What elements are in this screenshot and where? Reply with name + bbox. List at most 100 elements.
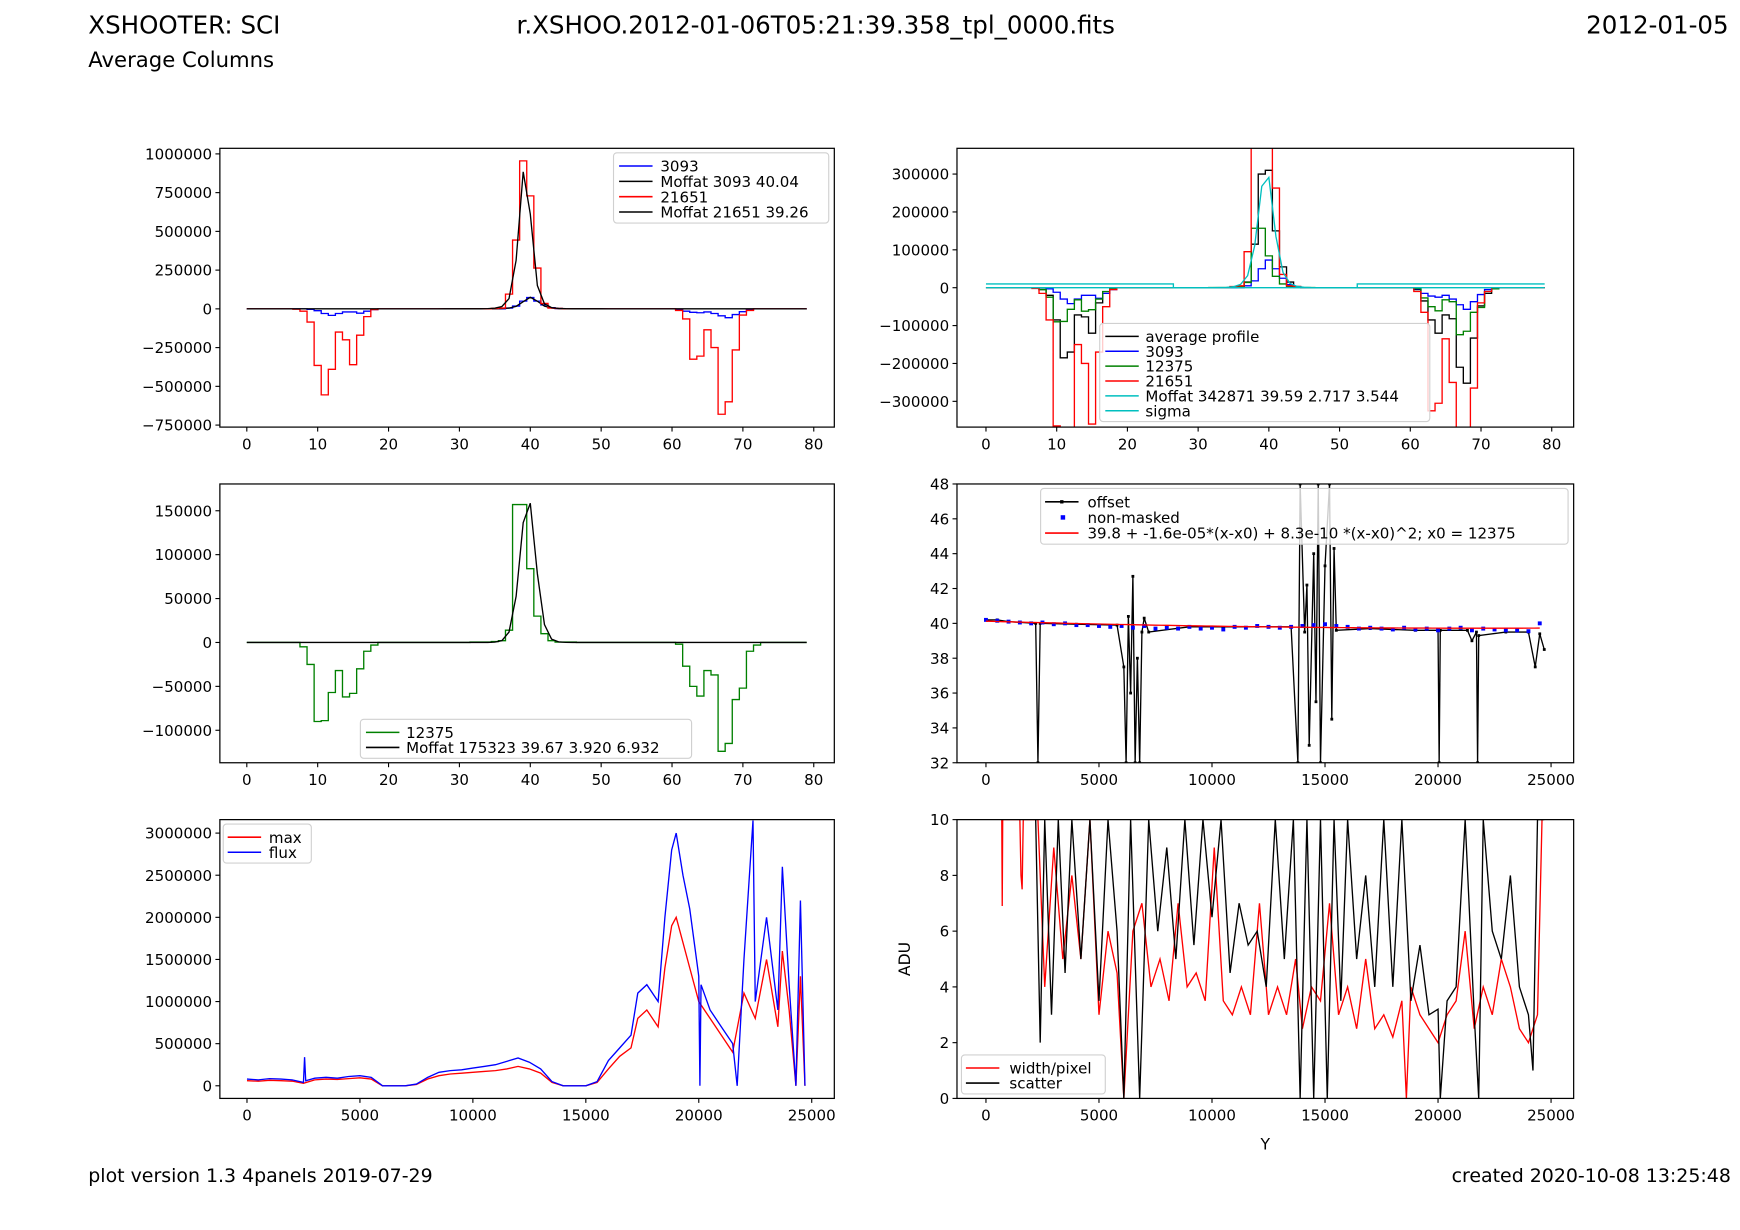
y-tick-label: 46 (930, 510, 949, 528)
series-12375-line (985, 227, 1545, 336)
y-tick-label: 32 (930, 754, 949, 772)
non-masked-point (1097, 624, 1101, 628)
x-tick-label: 80 (1542, 435, 1561, 453)
offset-marker (1466, 628, 1469, 632)
x-axis-label: Y (1260, 1136, 1271, 1154)
non-masked-point (1243, 625, 1248, 630)
x-tick-label: 15000 (1301, 771, 1349, 789)
x-tick-label: 0 (242, 435, 252, 453)
series-sigma-line (985, 283, 1545, 289)
y-tick-label: −200000 (879, 355, 949, 373)
x-tick-label: 0 (242, 1107, 252, 1125)
y-tick-label: 34 (930, 719, 949, 737)
offset-marker (1470, 639, 1474, 643)
x-tick-label: 50 (1330, 435, 1349, 453)
legend-label: average profile (1145, 328, 1259, 346)
non-masked-point (1198, 626, 1203, 631)
offset-marker (1296, 761, 1300, 763)
x-tick-label: 50 (592, 435, 611, 453)
non-masked-point (1300, 624, 1305, 628)
y-tick-label: 2500000 (145, 867, 212, 885)
y-tick-label: 4 (940, 978, 950, 996)
y-tick-label: 0 (202, 634, 212, 652)
axes-frame (219, 483, 835, 764)
x-tick-label: 10 (1047, 435, 1066, 453)
footer-created: created 2020-10-08 13:25:48 (1452, 1165, 1731, 1187)
axes-frame (219, 147, 835, 428)
y-tick-label: 0 (940, 279, 950, 297)
series-average-line (985, 169, 1545, 384)
legend-label: 3093 (660, 158, 698, 176)
series-max-line (246, 915, 806, 1087)
x-tick-label: 5000 (341, 1107, 379, 1125)
y-tick-label: 200000 (892, 204, 949, 222)
x-tick-label: 60 (662, 435, 681, 453)
x-tick-label: 15000 (1301, 1107, 1349, 1125)
x-tick-label: 20 (379, 435, 398, 453)
x-tick-label: 10000 (1188, 1107, 1236, 1125)
x-tick-label: 10 (308, 771, 327, 789)
y-tick-label: 36 (930, 685, 949, 703)
y-tick-label: 38 (930, 650, 949, 668)
offset-marker (1437, 761, 1441, 763)
y-tick-label: −500000 (142, 378, 212, 396)
x-tick-label: 5000 (1080, 771, 1118, 789)
panel-4: 0 5000 10000 15000 20000 25000 32 34 36 38 40 42 44 4… (930, 476, 1575, 790)
plot-area (1001, 819, 1545, 1099)
y-tick-label: −100000 (879, 317, 949, 335)
legend-box (1040, 487, 1569, 545)
non-masked-point (1187, 624, 1192, 629)
legend-label: offset (1087, 493, 1130, 511)
x-tick-label: 70 (733, 435, 752, 453)
x-tick-label: 60 (662, 771, 681, 789)
offset-marker (1038, 621, 1042, 625)
header-date: 2012-01-05 (1586, 10, 1728, 39)
non-masked-point (1277, 625, 1282, 630)
non-masked-point (1436, 628, 1440, 633)
panel-3: 0 10 20 30 40 50 60 70 80 −100000 −50000 0 50000 1000… (142, 483, 835, 789)
x-tick-label: 25000 (1527, 771, 1575, 789)
legend-label: Moffat 175323 39.67 3.920 6.932 (406, 739, 659, 757)
legend-label: flux (269, 844, 297, 862)
plot-area (985, 148, 1545, 428)
series-moffat-line (246, 171, 807, 310)
non-masked-point (1334, 624, 1339, 628)
offset-marker (1140, 630, 1144, 634)
non-masked-point (1085, 623, 1090, 628)
offset-marker (1314, 700, 1318, 704)
legend-marker (1060, 515, 1066, 520)
plot-area (984, 483, 1546, 763)
non-masked-point (1029, 621, 1034, 626)
non-masked-point (1515, 628, 1520, 633)
x-tick-label: 20 (379, 771, 398, 789)
x-tick-label: 10 (308, 435, 327, 453)
x-tick-label: 0 (981, 1107, 991, 1125)
non-masked-point (1210, 625, 1214, 630)
x-tick-label: 20000 (1414, 1107, 1462, 1125)
offset-marker (1122, 665, 1126, 669)
non-masked-point (1164, 625, 1169, 630)
legend-marker (1060, 500, 1064, 504)
non-masked-point (1108, 624, 1113, 629)
series-398-line (985, 620, 1540, 629)
y-tick-label: 300000 (892, 166, 949, 184)
y-tick-label: 3000000 (145, 825, 212, 843)
x-tick-label: 40 (1259, 435, 1278, 453)
legend-label: 3093 (1145, 343, 1183, 361)
x-tick-label: 70 (1471, 435, 1490, 453)
y-tick-label: −100000 (142, 722, 212, 740)
x-tick-label: 30 (450, 435, 469, 453)
legend-label: 39.8 + -1.6e-05*(x-x0) + 8.3e-10 *(x-x0)… (1087, 525, 1515, 543)
offset-marker (1305, 583, 1309, 587)
x-tick-label: 10000 (449, 1107, 497, 1125)
y-tick-label: 100000 (155, 546, 212, 564)
plot-area (246, 160, 807, 415)
offset-marker (1129, 691, 1133, 695)
x-tick-label: 60 (1401, 435, 1420, 453)
legend-label: 21651 (1145, 373, 1193, 391)
legend-label: max (269, 829, 302, 847)
non-masked-point (1323, 622, 1327, 627)
